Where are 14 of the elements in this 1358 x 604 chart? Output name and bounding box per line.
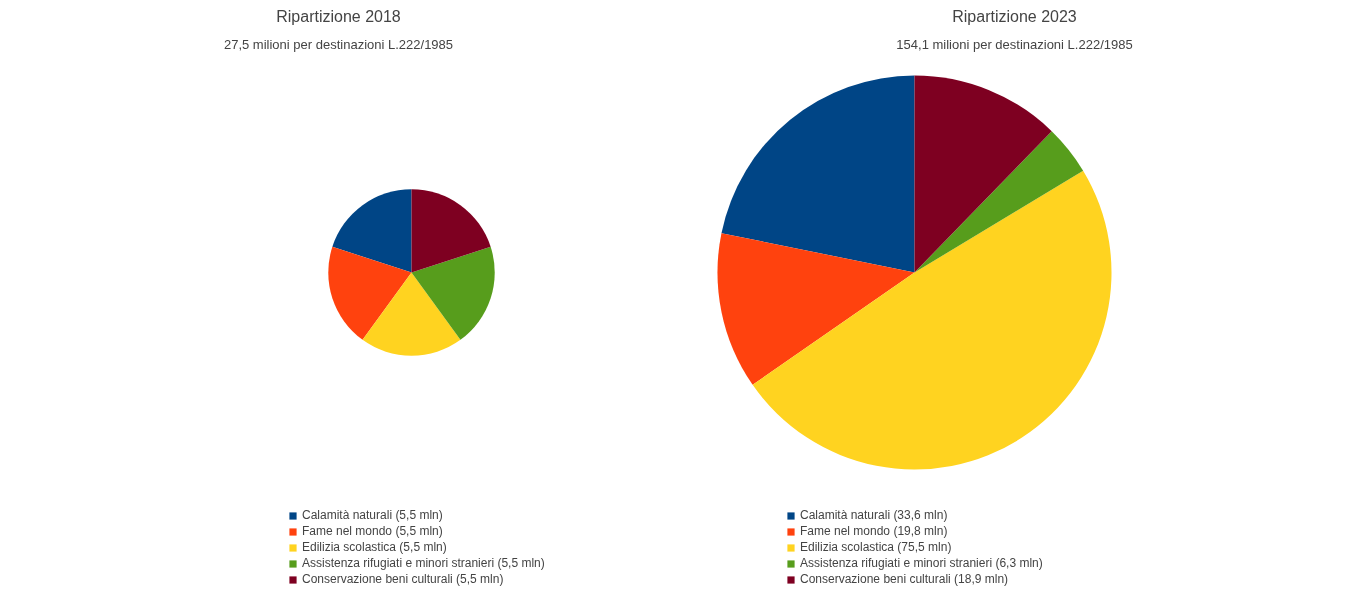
legend-label: Conservazione beni culturali (18,9 mln) <box>800 572 1009 586</box>
legend-label: Assistenza rifugiati e minori stranieri (5,5 mln) <box>302 556 545 570</box>
legend-label: Fame nel mondo (19,8 mln) <box>800 524 948 538</box>
legend-label: Assistenza rifugiati e minori stranieri (6,3 mln) <box>800 556 1043 570</box>
chart-title: Ripartizione 2018 <box>276 7 401 25</box>
chart-subtitle: 154,1 milioni per destinazioni L.222/1985 <box>896 36 1133 52</box>
chart-title: Ripartizione 2023 <box>952 7 1077 25</box>
legend-label: Calamità naturali (33,6 mln) <box>800 508 948 522</box>
legend-label: Conservazione beni culturali (5,5 mln) <box>302 572 504 586</box>
legend-label: Calamità naturali (5,5 mln) <box>302 508 443 522</box>
chart-subtitle: 27,5 milioni per destinazioni L.222/1985 <box>223 36 454 52</box>
legend-label: Edilizia scolastica (5,5 mln) <box>302 540 447 554</box>
legend-label: Edilizia scolastica (75,5 mln) <box>800 540 952 554</box>
legend-label: Fame nel mondo (5,5 mln) <box>302 524 443 538</box>
